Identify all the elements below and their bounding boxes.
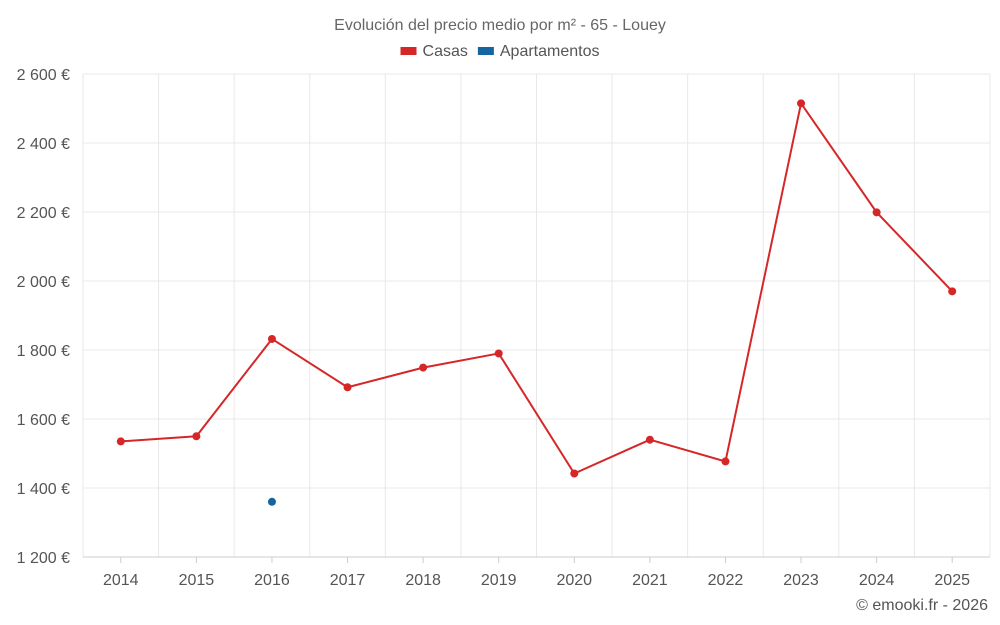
x-tick-label: 2014 (103, 572, 139, 589)
y-tick-label: 1 200 € (17, 550, 70, 567)
series (116, 99, 957, 506)
legend-label: Casas (423, 43, 468, 60)
data-point-casas[interactable] (872, 208, 881, 217)
legend-label: Apartamentos (500, 43, 600, 60)
x-tick-label: 2016 (254, 572, 290, 589)
legend-swatch (400, 47, 417, 55)
y-tick-label: 1 600 € (17, 412, 70, 429)
data-point-casas[interactable] (721, 457, 730, 466)
y-tick-label: 2 000 € (17, 274, 70, 291)
x-tick-label: 2025 (934, 572, 970, 589)
chart-title: Evolución del precio medio por m² - 65 -… (334, 17, 666, 34)
data-point-casas[interactable] (343, 383, 352, 392)
legend-item-apartamentos[interactable]: Apartamentos (477, 43, 600, 60)
data-point-casas[interactable] (267, 334, 276, 343)
legend-item-casas[interactable]: Casas (400, 43, 468, 60)
legend: Casas Apartamentos (400, 43, 600, 60)
legend-swatch (477, 47, 494, 55)
data-point-casas[interactable] (570, 469, 579, 478)
y-tick-label: 1 400 € (17, 481, 70, 498)
x-tick-label: 2020 (556, 572, 592, 589)
y-tick-label: 2 600 € (17, 67, 70, 84)
y-tick-label: 2 400 € (17, 136, 70, 153)
x-tick-label: 2018 (405, 572, 441, 589)
axes: 1 200 € 1 400 € 1 600 € 1 800 € 2 000 € 2 200… (17, 67, 990, 589)
data-point-casas[interactable] (419, 363, 428, 372)
y-tick-label: 2 200 € (17, 205, 70, 222)
y-tick-label: 1 800 € (17, 343, 70, 360)
x-tick-label: 2022 (708, 572, 744, 589)
data-point-casas[interactable] (948, 287, 957, 296)
x-tick-label: 2023 (783, 572, 819, 589)
x-tick-label: 2021 (632, 572, 668, 589)
x-tick-label: 2024 (859, 572, 895, 589)
data-point-casas[interactable] (645, 435, 654, 444)
x-tick-label: 2015 (179, 572, 215, 589)
series-line-casas (120, 100, 953, 475)
data-point-casas[interactable] (192, 432, 201, 441)
grid (82, 73, 991, 558)
data-point-casas[interactable] (116, 437, 125, 446)
data-point-casas[interactable] (494, 349, 503, 358)
credit-text: © emooki.fr - 2026 (856, 597, 988, 614)
data-point-casas[interactable] (797, 99, 806, 108)
data-point-apartamentos[interactable] (267, 497, 276, 506)
x-tick-label: 2017 (330, 572, 366, 589)
x-tick-label: 2019 (481, 572, 517, 589)
